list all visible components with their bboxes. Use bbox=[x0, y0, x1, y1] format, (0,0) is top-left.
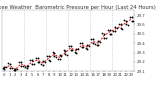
Point bbox=[44, 61, 46, 62]
Point bbox=[10, 67, 13, 69]
Point bbox=[12, 69, 15, 71]
Point bbox=[42, 60, 44, 62]
Point bbox=[99, 41, 101, 43]
Point bbox=[104, 37, 107, 39]
Point bbox=[46, 55, 48, 57]
Point bbox=[118, 23, 120, 25]
Point bbox=[88, 45, 90, 46]
Point bbox=[90, 38, 92, 40]
Point bbox=[3, 68, 6, 69]
Point bbox=[9, 63, 11, 65]
Point bbox=[53, 56, 56, 57]
Point bbox=[14, 70, 17, 71]
Point bbox=[103, 33, 105, 35]
Point bbox=[121, 28, 124, 29]
Point bbox=[21, 66, 24, 67]
Point bbox=[68, 45, 70, 46]
Point bbox=[14, 68, 17, 69]
Point bbox=[110, 34, 112, 35]
Point bbox=[62, 50, 65, 51]
Point bbox=[93, 43, 96, 44]
Point bbox=[55, 56, 57, 58]
Point bbox=[69, 49, 72, 50]
Point bbox=[18, 61, 21, 62]
Point bbox=[25, 67, 28, 68]
Point bbox=[107, 29, 109, 30]
Point bbox=[92, 39, 94, 40]
Point bbox=[49, 60, 52, 61]
Point bbox=[57, 58, 59, 59]
Point bbox=[75, 52, 78, 53]
Point bbox=[24, 66, 26, 68]
Point bbox=[16, 68, 18, 70]
Point bbox=[114, 27, 116, 28]
Point bbox=[129, 16, 131, 17]
Point bbox=[36, 61, 39, 63]
Point bbox=[27, 66, 29, 67]
Point bbox=[20, 65, 22, 66]
Point bbox=[47, 56, 50, 57]
Point bbox=[69, 45, 72, 47]
Point bbox=[97, 41, 100, 42]
Point bbox=[123, 20, 126, 21]
Point bbox=[5, 66, 7, 68]
Point bbox=[7, 63, 10, 64]
Point bbox=[80, 43, 83, 44]
Point bbox=[51, 51, 54, 53]
Point bbox=[112, 30, 115, 31]
Point bbox=[79, 42, 81, 44]
Point bbox=[3, 66, 6, 67]
Point bbox=[64, 54, 67, 55]
Point bbox=[58, 58, 61, 60]
Point bbox=[82, 47, 85, 48]
Point bbox=[1, 67, 4, 69]
Point bbox=[130, 20, 133, 21]
Point bbox=[125, 24, 127, 25]
Point bbox=[86, 48, 89, 50]
Point bbox=[119, 24, 122, 25]
Point bbox=[60, 55, 63, 57]
Point bbox=[96, 44, 98, 45]
Point bbox=[25, 65, 28, 66]
Point bbox=[66, 54, 68, 56]
Point bbox=[73, 51, 76, 53]
Point bbox=[9, 67, 11, 68]
Point bbox=[97, 44, 100, 46]
Point bbox=[86, 44, 89, 46]
Point bbox=[47, 59, 50, 61]
Point bbox=[31, 59, 33, 61]
Point bbox=[132, 21, 135, 22]
Point bbox=[36, 58, 39, 59]
Point bbox=[35, 57, 37, 58]
Title: Milwaukee Weather  Barometric Pressure per Hour (Last 24 Hours): Milwaukee Weather Barometric Pressure pe… bbox=[0, 5, 156, 10]
Point bbox=[29, 59, 32, 60]
Point bbox=[32, 64, 35, 65]
Point bbox=[58, 55, 61, 56]
Point bbox=[20, 61, 22, 63]
Point bbox=[126, 24, 129, 26]
Point bbox=[125, 20, 127, 21]
Point bbox=[92, 43, 94, 44]
Point bbox=[114, 30, 116, 32]
Point bbox=[64, 50, 67, 51]
Point bbox=[53, 52, 56, 53]
Point bbox=[101, 33, 104, 34]
Point bbox=[40, 64, 43, 65]
Point bbox=[71, 50, 74, 51]
Point bbox=[108, 33, 111, 35]
Point bbox=[42, 64, 44, 66]
Point bbox=[75, 48, 78, 50]
Point bbox=[77, 49, 79, 50]
Point bbox=[115, 27, 118, 28]
Point bbox=[103, 37, 105, 38]
Point bbox=[80, 46, 83, 48]
Point bbox=[130, 16, 133, 18]
Point bbox=[38, 62, 40, 63]
Point bbox=[119, 28, 122, 29]
Point bbox=[31, 63, 33, 65]
Point bbox=[108, 29, 111, 31]
Point bbox=[84, 48, 87, 49]
